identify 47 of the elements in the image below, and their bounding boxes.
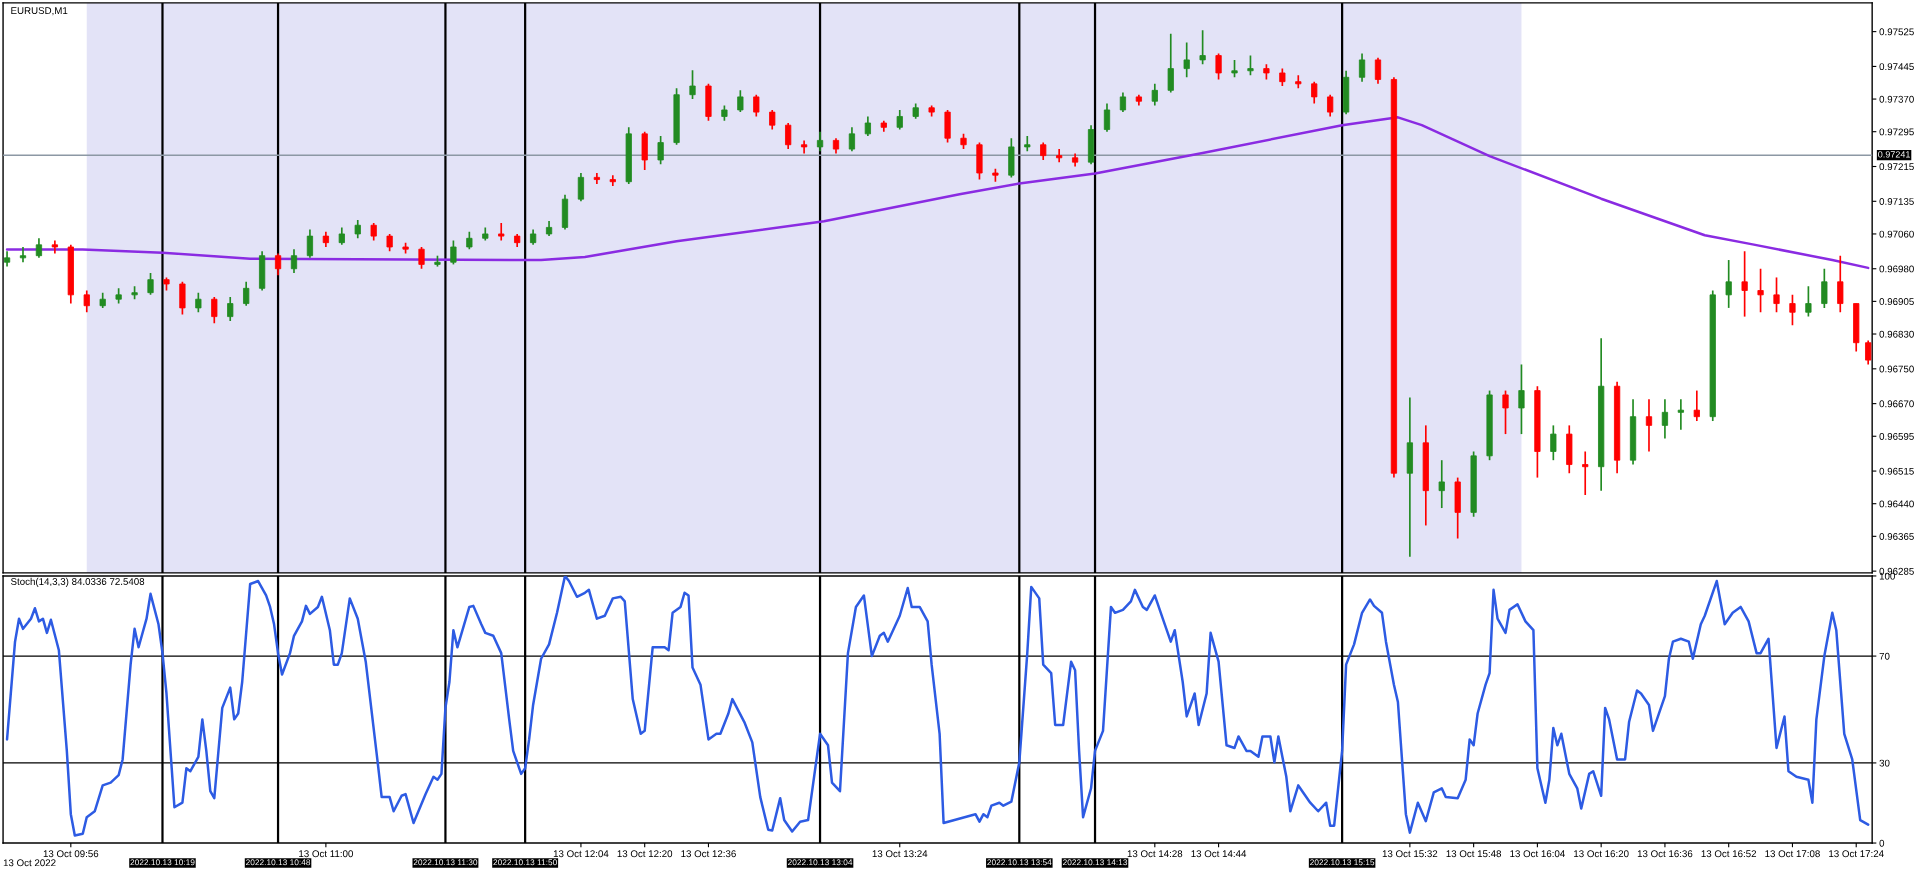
y-tick-label: 0.96830 — [1879, 330, 1914, 338]
y-tick-label: 0.96515 — [1879, 467, 1914, 475]
x-tick-label: 13 Oct 12:20 — [617, 850, 673, 858]
chart-title: Stoch(14,3,3) 84.0336 72.5408 — [10, 577, 145, 587]
ref-line-label: 0.97241 — [1878, 151, 1910, 158]
y-tick-label: 0.96750 — [1879, 365, 1914, 373]
y-tick-label: 0.96365 — [1879, 533, 1914, 540]
y-tick-label: 0.97215 — [1879, 163, 1914, 171]
x-tick-label: 13 Oct 16:36 — [1637, 850, 1693, 858]
y-tick-label: 0.97370 — [1879, 95, 1914, 103]
ref-line-label: 2022.10.13 14:13 — [1063, 859, 1128, 866]
x-tick-label: 13 Oct 09:56 — [43, 850, 99, 858]
y-tick-label: 70 — [1879, 652, 1890, 660]
ref-line-label: 2022.10.13 13:04 — [788, 859, 853, 866]
y-tick-label: 0.97135 — [1879, 198, 1914, 205]
ref-line-label: 2022.10.13 11:30 — [413, 859, 478, 866]
x-tick-label: 13 Oct 16:20 — [1574, 850, 1629, 858]
x-tick-label: 13 Oct 16:52 — [1701, 850, 1757, 858]
x-tick-label: 13 Oct 11:00 — [299, 850, 353, 858]
ref-line-label: 2022.10.13 15:15 — [1310, 859, 1375, 866]
y-tick-label: 0.97295 — [1879, 128, 1914, 136]
ref-line-label: 2022.10.13 11:50 — [493, 859, 557, 866]
y-tick-label: 0.96595 — [1879, 432, 1914, 440]
ref-line-label: 2022.10.13 13:54 — [987, 859, 1052, 866]
y-tick-label: 0.97445 — [1879, 63, 1914, 71]
y-tick-label: 0 — [1879, 839, 1885, 847]
ref-line-label: 2022.10.13 10:19 — [130, 859, 195, 866]
x-tick-label: 13 Oct 12:04 — [553, 850, 609, 858]
y-tick-label: 0.96980 — [1879, 265, 1914, 273]
text: 13 Oct 2022 — [3, 859, 56, 867]
y-tick-label: 30 — [1879, 759, 1890, 767]
x-tick-label: 13 Oct 13:24 — [872, 850, 928, 858]
y-tick-label: 0.97525 — [1879, 28, 1914, 36]
x-tick-label: 13 Oct 14:28 — [1127, 850, 1183, 858]
y-tick-label: 0.96670 — [1879, 400, 1914, 408]
x-tick-label: 13 Oct 16:04 — [1510, 850, 1565, 858]
x-tick-label: 13 Oct 17:08 — [1765, 850, 1820, 858]
x-tick-label: 13 Oct 12:36 — [681, 850, 736, 858]
x-tick-label: 13 Oct 15:48 — [1446, 850, 1502, 858]
y-tick-label: 0.96440 — [1879, 500, 1914, 508]
chart-title: EURUSD,M1 — [11, 7, 68, 16]
x-tick-label: 13 Oct 17:24 — [1829, 850, 1884, 858]
x-tick-label: 13 Oct 15:32 — [1382, 850, 1438, 858]
y-tick-label: 0.96905 — [1879, 298, 1914, 305]
ref-line-label: 2022.10.13 10:48 — [246, 859, 311, 866]
x-tick-label: 13 Oct 14:44 — [1191, 850, 1247, 858]
y-tick-label: 0.97060 — [1879, 230, 1914, 238]
